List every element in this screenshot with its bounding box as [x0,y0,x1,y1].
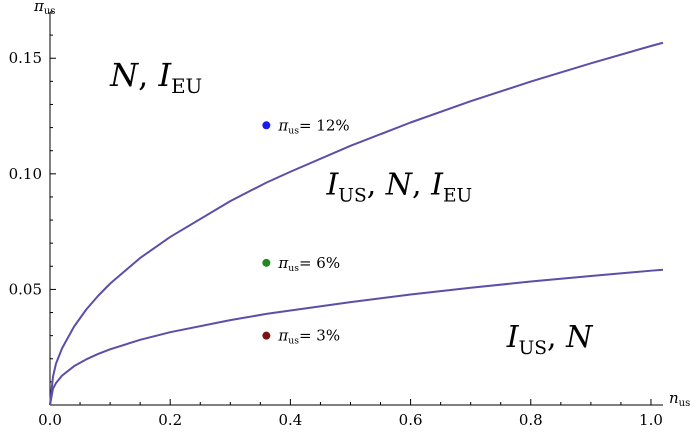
region-label: N, IEU [109,56,202,98]
x-tick-label: 0.6 [399,411,423,429]
y-axis-label-sub: us [44,6,56,17]
region-label-part: EU [443,186,472,207]
region-label-part: I [506,320,520,355]
y-axis-label: πus [33,0,55,17]
point-label-sub: us [288,263,299,274]
x-axis-label: nus [669,389,690,409]
x-axis-label-var: n [669,389,679,407]
region-label-part: US [519,338,547,359]
axes: 0.0 0.2 0.4 0.6 0.8 1.0 0.050.100.15 nus πus [9,0,690,429]
y-tick-label: 0.10 [9,165,42,183]
point-marker [262,331,271,340]
x-tick-label: 0.4 [278,411,302,429]
y-ticks: 0.05 0.10 0.15 [9,11,56,383]
region-label-part: , [547,320,566,355]
points-group: πus= 12%πus= 6%πus= 3% [262,116,350,347]
region-label-part: , [138,56,158,94]
region-label-part: N [385,168,414,203]
point-label-value: = 3% [299,327,340,345]
point-label-sub: us [288,336,299,347]
region-label: IUS, N [506,320,594,359]
x-tick-label: 0.2 [158,411,182,429]
point-label-value: = 6% [299,254,340,272]
point-label: πus= 12% [277,116,349,136]
point-label: πus= 3% [277,327,340,347]
region-label-part: , [367,168,386,203]
region-label-part: I [430,168,444,203]
point-label: πus= 6% [277,254,340,274]
region-label-part: I [325,168,339,203]
x-tick-label: 0.8 [519,411,543,429]
point-label-value: = 12% [299,116,350,134]
region-label-part: EU [171,75,202,98]
region-label-part: N [109,56,139,94]
point-marker [262,258,271,267]
point-label-var: π [277,116,289,134]
point-label-var: π [277,327,289,345]
series-group [49,41,664,406]
y-tick-label: 0.15 [9,49,42,67]
x-tick-label: 1.0 [639,411,663,429]
series-line-lower [49,268,664,406]
region-label-part: N [565,320,594,355]
region-label-part: , [412,168,431,203]
x-axis-label-sub: us [679,398,690,409]
point-label-sub: us [288,125,299,136]
y-tick-label: 0.05 [9,280,42,298]
x-tick-label: 0.0 [38,411,62,429]
region-label-part: US [338,186,366,207]
series-line-upper [49,41,664,406]
region-label: IUS, N, IEU [325,168,472,207]
x-ticks: 0.0 0.2 0.4 0.6 0.8 1.0 [38,399,663,429]
y-axis-label-var: π [33,0,45,15]
point-marker [262,121,271,130]
region-label-part: I [157,56,172,94]
point-label-var: π [277,254,289,272]
